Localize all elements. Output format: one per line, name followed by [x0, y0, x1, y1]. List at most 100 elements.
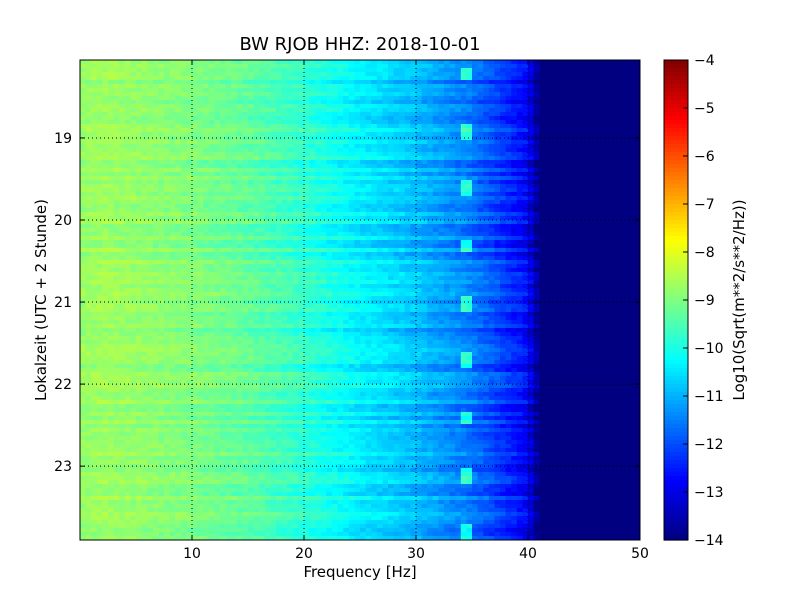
- heatmap-cell: [214, 64, 221, 69]
- heatmap-cell: [393, 132, 400, 137]
- heatmap-cell: [360, 248, 367, 253]
- heatmap-cell: [141, 224, 148, 229]
- heatmap-cell: [337, 68, 344, 73]
- heatmap-cell: [96, 64, 103, 69]
- heatmap-cell: [460, 188, 467, 193]
- heatmap-cell: [236, 128, 243, 133]
- heatmap-cell: [147, 192, 154, 197]
- heatmap-cell: [264, 88, 271, 93]
- heatmap-cell: [432, 124, 439, 129]
- heatmap-cell: [438, 160, 445, 165]
- heatmap-cell: [539, 192, 546, 197]
- heatmap-cell: [539, 172, 546, 177]
- heatmap-cell: [264, 96, 271, 101]
- heatmap-cell: [360, 72, 367, 77]
- heatmap-cell: [276, 188, 283, 193]
- heatmap-cell: [197, 204, 204, 209]
- heatmap-cell: [292, 244, 299, 249]
- heatmap-cell: [466, 220, 473, 225]
- heatmap-cell: [595, 144, 602, 149]
- heatmap-cell: [550, 224, 557, 229]
- heatmap-cell: [578, 64, 585, 69]
- heatmap-cell: [225, 184, 232, 189]
- heatmap-cell: [550, 212, 557, 217]
- heatmap-cell: [589, 84, 596, 89]
- heatmap-cell: [556, 116, 563, 121]
- heatmap-cell: [522, 220, 529, 225]
- heatmap-cell: [556, 156, 563, 161]
- heatmap-cell: [253, 232, 260, 237]
- heatmap-cell: [595, 72, 602, 77]
- heatmap-cell: [606, 244, 613, 249]
- heatmap-cell: [455, 84, 462, 89]
- heatmap-cell: [505, 192, 512, 197]
- heatmap-cell: [85, 100, 92, 105]
- heatmap-cell: [522, 216, 529, 221]
- heatmap-cell: [634, 140, 640, 145]
- heatmap-cell: [180, 188, 187, 193]
- heatmap-cell: [399, 104, 406, 109]
- heatmap-cell: [248, 64, 255, 69]
- heatmap-cell: [315, 144, 322, 149]
- heatmap-cell: [505, 132, 512, 137]
- heatmap-cell: [578, 84, 585, 89]
- heatmap-cell: [600, 64, 607, 69]
- heatmap-cell: [315, 132, 322, 137]
- heatmap-cell: [276, 184, 283, 189]
- heatmap-cell: [584, 184, 591, 189]
- heatmap-cell: [365, 116, 372, 121]
- heatmap-cell: [85, 116, 92, 121]
- heatmap-cell: [208, 200, 215, 205]
- heatmap-cell: [511, 88, 518, 93]
- heatmap-cell: [466, 140, 473, 145]
- heatmap-cell: [416, 156, 423, 161]
- heatmap-cell: [410, 224, 417, 229]
- heatmap-cell: [410, 128, 417, 133]
- heatmap-cell: [113, 180, 120, 185]
- heatmap-cell: [326, 220, 333, 225]
- heatmap-cell: [304, 184, 311, 189]
- heatmap-cell: [634, 104, 640, 109]
- heatmap-cell: [348, 92, 355, 97]
- heatmap-cell: [225, 148, 232, 153]
- heatmap-cell: [500, 68, 507, 73]
- heatmap-cell: [354, 200, 361, 205]
- heatmap-cell: [197, 64, 204, 69]
- heatmap-cell: [410, 124, 417, 129]
- heatmap-cell: [600, 244, 607, 249]
- heatmap-cell: [175, 64, 182, 69]
- heatmap-cell: [455, 220, 462, 225]
- heatmap-cell: [152, 208, 159, 213]
- heatmap-cell: [147, 64, 154, 69]
- heatmap-cell: [500, 164, 507, 169]
- heatmap-cell: [102, 252, 109, 257]
- heatmap-cell: [136, 116, 143, 121]
- heatmap-cell: [253, 88, 260, 93]
- heatmap-cell: [404, 228, 411, 233]
- heatmap-cell: [315, 240, 322, 245]
- heatmap-cell: [186, 144, 193, 149]
- heatmap-cell: [147, 196, 154, 201]
- heatmap-cell: [309, 140, 316, 145]
- heatmap-cell: [522, 228, 529, 233]
- heatmap-cell: [578, 72, 585, 77]
- heatmap-cell: [242, 216, 249, 221]
- heatmap-cell: [281, 132, 288, 137]
- heatmap-cell: [169, 228, 176, 233]
- heatmap-cell: [628, 188, 635, 193]
- heatmap-cell: [136, 132, 143, 137]
- heatmap-cell: [298, 236, 305, 241]
- heatmap-cell: [320, 240, 327, 245]
- heatmap-cell: [421, 228, 428, 233]
- heatmap-cell: [292, 128, 299, 133]
- heatmap-cell: [533, 236, 540, 241]
- heatmap-cell: [460, 232, 467, 237]
- heatmap-cell: [511, 64, 518, 69]
- heatmap-cell: [152, 236, 159, 241]
- heatmap-cell: [634, 168, 640, 173]
- heatmap-cell: [192, 72, 199, 77]
- heatmap-cell: [91, 88, 98, 93]
- heatmap-cell: [304, 256, 311, 261]
- heatmap-cell: [488, 136, 495, 141]
- heatmap-cell: [606, 204, 613, 209]
